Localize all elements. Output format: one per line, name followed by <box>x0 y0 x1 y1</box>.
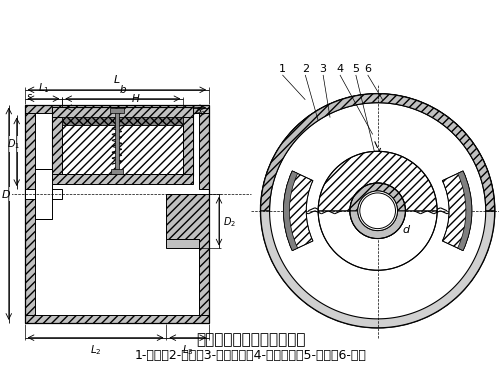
Bar <box>115 111 119 170</box>
Polygon shape <box>52 174 193 184</box>
Polygon shape <box>62 117 184 124</box>
Wedge shape <box>284 171 298 251</box>
Polygon shape <box>350 211 406 238</box>
Text: 5: 5 <box>352 64 360 74</box>
Polygon shape <box>318 211 437 270</box>
Text: $D$: $D$ <box>1 188 11 200</box>
Text: $L_2$: $L_2$ <box>90 344 102 358</box>
Text: 6: 6 <box>364 64 371 74</box>
Text: $H$: $H$ <box>131 92 140 104</box>
Text: 径向弹簧闸块式离心离合器: 径向弹簧闸块式离心离合器 <box>196 332 306 347</box>
Text: $D_2$: $D_2$ <box>223 215 236 228</box>
Polygon shape <box>166 194 209 315</box>
Text: 4: 4 <box>336 64 344 74</box>
Circle shape <box>358 191 398 231</box>
Circle shape <box>360 193 396 229</box>
Polygon shape <box>350 183 406 211</box>
Wedge shape <box>442 171 472 251</box>
Polygon shape <box>52 117 62 176</box>
Polygon shape <box>24 315 209 323</box>
Polygon shape <box>24 105 209 113</box>
Bar <box>34 113 199 315</box>
Text: $d$: $d$ <box>402 223 411 235</box>
Text: $b$: $b$ <box>119 83 127 95</box>
Polygon shape <box>34 169 52 219</box>
Polygon shape <box>62 124 184 174</box>
Text: $\delta_0$: $\delta_0$ <box>195 106 206 118</box>
Polygon shape <box>166 238 199 248</box>
Polygon shape <box>24 113 34 315</box>
Text: $D_1$: $D_1$ <box>7 137 20 151</box>
Polygon shape <box>260 94 494 211</box>
Text: 2: 2 <box>302 64 309 74</box>
Polygon shape <box>260 94 494 328</box>
Polygon shape <box>184 117 193 176</box>
Text: 1: 1 <box>279 64 286 74</box>
Wedge shape <box>458 171 472 251</box>
Circle shape <box>260 94 494 328</box>
Text: 3: 3 <box>320 64 326 74</box>
Text: $L_3$: $L_3$ <box>182 344 194 358</box>
Text: 1-转子；2-闸块；3-摩擦衬面；4-连接螺栓；5-弹簧；6-壳体: 1-转子；2-闸块；3-摩擦衬面；4-连接螺栓；5-弹簧；6-壳体 <box>135 349 366 362</box>
Text: $L_1$: $L_1$ <box>38 81 50 95</box>
Polygon shape <box>52 107 193 117</box>
Polygon shape <box>318 151 437 211</box>
Bar <box>24 189 62 199</box>
Bar <box>111 169 123 174</box>
Polygon shape <box>199 113 209 189</box>
Text: $s$: $s$ <box>26 92 32 102</box>
Wedge shape <box>284 171 313 251</box>
Bar <box>110 108 124 113</box>
Text: $L$: $L$ <box>113 73 120 85</box>
